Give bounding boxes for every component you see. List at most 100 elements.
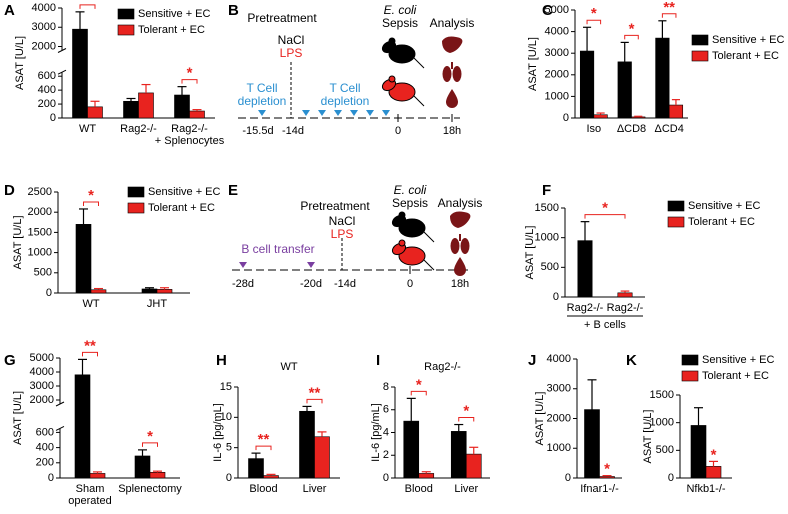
bar bbox=[149, 471, 166, 479]
y-axis-title: ASAT [U/L] bbox=[14, 36, 26, 90]
panel-label: G bbox=[4, 352, 16, 369]
legend-swatch bbox=[117, 24, 135, 36]
bar bbox=[189, 110, 205, 119]
legend-swatch bbox=[681, 354, 699, 366]
significance-bracket bbox=[306, 398, 323, 404]
bar bbox=[450, 431, 467, 479]
y-tick-label: 0 bbox=[226, 472, 232, 484]
bar bbox=[299, 410, 315, 479]
significance-bracket bbox=[79, 4, 96, 9]
bar bbox=[87, 106, 103, 119]
x-tick-label: ΔCD8 bbox=[616, 123, 647, 135]
y-tick-label: 3000 bbox=[547, 383, 571, 395]
sepsis-label: Sepsis bbox=[381, 16, 419, 30]
bar bbox=[403, 420, 420, 479]
x-tick-label: Liver bbox=[454, 483, 479, 495]
ecoli-label: E. coli bbox=[393, 183, 427, 197]
y-tick-label: 2000 bbox=[28, 206, 52, 218]
mouse-sensitive bbox=[389, 211, 435, 243]
significance-bracket bbox=[82, 351, 98, 357]
y-tick-label: 4 bbox=[383, 426, 389, 438]
bar bbox=[138, 92, 154, 119]
significance-bracket bbox=[181, 79, 198, 84]
y-tick-label: 4000 bbox=[547, 353, 571, 365]
x-tick-label: WT bbox=[82, 298, 100, 310]
y-axis-title: IL-6 [pg/mL] bbox=[212, 403, 224, 462]
x-tick-label: WT bbox=[78, 123, 97, 135]
y-tick-label: 4000 bbox=[30, 366, 54, 378]
bar bbox=[74, 374, 91, 479]
significance-label: ** bbox=[663, 0, 675, 16]
blood-icon bbox=[446, 89, 458, 108]
significance-bracket bbox=[458, 417, 475, 422]
y-tick-label: 3000 bbox=[545, 47, 569, 59]
legend-label: Tolerant + EC bbox=[138, 24, 205, 36]
y-axis-title: ASAT [U/L] bbox=[527, 37, 539, 91]
lps-label: LPS bbox=[330, 227, 354, 241]
mouse-tolerant bbox=[379, 75, 425, 107]
analysis-label: Analysis bbox=[429, 16, 475, 30]
x-tick-label: Blood bbox=[249, 483, 278, 495]
timepoint-label: 0 bbox=[406, 278, 414, 290]
lungs-icon bbox=[442, 62, 462, 82]
y-tick-label: 400 bbox=[38, 84, 56, 96]
y-tick-label: 0 bbox=[46, 287, 52, 299]
significance-label: * bbox=[602, 200, 608, 217]
legend-label: Tolerant + EC bbox=[148, 202, 215, 214]
bar bbox=[134, 455, 151, 479]
y-tick-label: 0 bbox=[383, 472, 389, 484]
legend-swatch bbox=[691, 50, 709, 62]
timepoint-label: -14d bbox=[333, 278, 357, 290]
treatment-label: B cell transfer bbox=[241, 242, 315, 256]
y-tick-label: 500 bbox=[656, 444, 674, 456]
nacl-label: NaCl bbox=[277, 33, 305, 47]
y-tick-label: 1000 bbox=[28, 247, 52, 259]
panel-label: F bbox=[542, 182, 552, 199]
y-tick-label: 5000 bbox=[545, 4, 569, 16]
panel-label: K bbox=[626, 352, 637, 369]
significance-label: * bbox=[629, 20, 635, 37]
bar bbox=[123, 100, 139, 119]
bar bbox=[465, 453, 482, 479]
bar bbox=[593, 114, 608, 119]
significance-label: ** bbox=[84, 337, 96, 354]
y-tick-label: 2 bbox=[383, 449, 389, 461]
y-tick-label: 3000 bbox=[30, 380, 54, 392]
y-tick-label: 200 bbox=[36, 457, 54, 469]
y-tick-label: 6 bbox=[383, 404, 389, 416]
significance-label: * bbox=[416, 376, 422, 393]
x-tick-label: Rag2-/- bbox=[566, 302, 604, 314]
significance-bracket bbox=[142, 442, 158, 447]
panel-label: D bbox=[4, 182, 15, 199]
chart-title: Rag2-/- bbox=[424, 361, 461, 373]
x-tick-label: JHT bbox=[146, 298, 168, 310]
legend-label: Sensitive + EC bbox=[712, 34, 785, 46]
y-tick-label: 0 bbox=[553, 291, 559, 303]
y-tick-label: 1500 bbox=[535, 202, 559, 214]
timepoint-label: -20d bbox=[299, 278, 323, 290]
bar bbox=[418, 473, 435, 479]
mouse-sensitive bbox=[379, 37, 425, 69]
y-tick-label: 400 bbox=[36, 442, 54, 454]
ecoli-label: E. coli bbox=[383, 3, 417, 17]
significance-label: ** bbox=[258, 431, 270, 448]
timepoint-label: -15.5d bbox=[242, 125, 274, 137]
y-tick-label: 1000 bbox=[650, 417, 674, 429]
legend-swatch bbox=[667, 216, 685, 228]
bar bbox=[75, 224, 92, 294]
legend-swatch bbox=[127, 202, 145, 214]
transfer-markers bbox=[239, 262, 315, 268]
legend-swatch bbox=[691, 34, 709, 46]
liver-icon bbox=[450, 211, 471, 228]
y-tick-label: 0 bbox=[50, 112, 56, 124]
y-tick-label: 2500 bbox=[28, 186, 52, 198]
significance-label: * bbox=[463, 403, 469, 420]
bar bbox=[668, 104, 684, 119]
significance-bracket bbox=[255, 445, 272, 451]
bar bbox=[579, 50, 595, 119]
legend-label: Sensitive + EC bbox=[702, 354, 775, 366]
x-tick-label: Ifnar1-/- bbox=[580, 483, 619, 495]
lungs-icon bbox=[450, 234, 470, 254]
panel-label: J bbox=[528, 352, 537, 369]
y-tick-label: 10 bbox=[220, 411, 232, 423]
